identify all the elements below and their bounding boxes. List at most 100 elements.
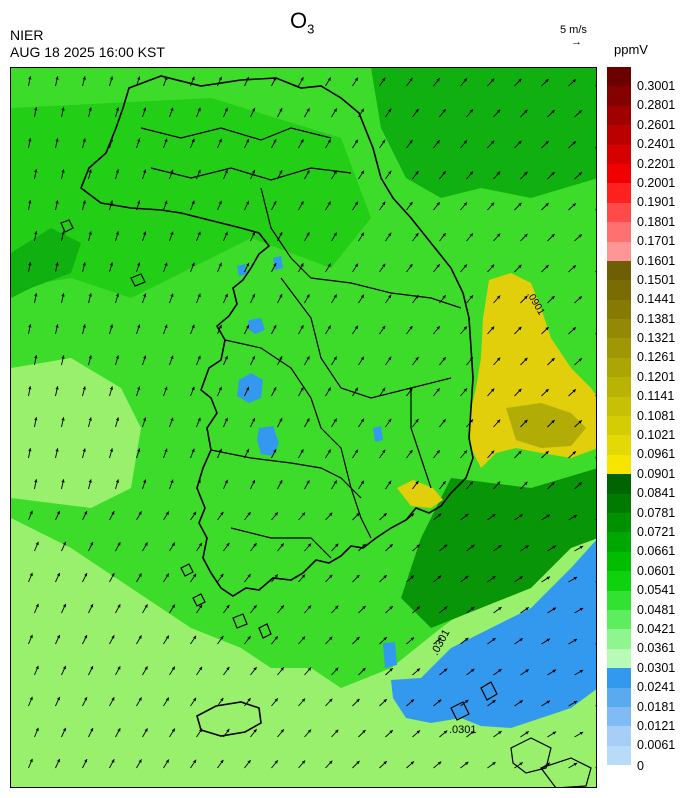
wind-arrow-head — [62, 541, 66, 546]
wind-arrow-head — [109, 138, 114, 142]
legend-swatch — [607, 163, 631, 184]
wind-arrow-head — [354, 77, 358, 82]
legend-label: 0.2401 — [637, 137, 676, 152]
wind-arrow-head — [301, 636, 306, 640]
wind-arrow-head — [191, 262, 195, 267]
wind-arrow-head — [279, 356, 283, 360]
wind-arrow-head — [300, 449, 304, 453]
legend-label: 0.1261 — [637, 350, 676, 365]
wind-arrow-head — [197, 293, 201, 298]
wind-arrow-head — [137, 138, 141, 142]
wind-arrow-head — [490, 326, 495, 330]
wind-arrow-head — [524, 233, 528, 238]
wind-arrow-head — [137, 262, 141, 266]
map-title: O3 — [290, 8, 315, 37]
wind-arrow-head — [442, 233, 446, 237]
wind-arrow-head — [247, 760, 251, 764]
legend-swatch — [607, 260, 631, 281]
legend-swatch — [607, 396, 631, 417]
wind-arrow-head — [170, 107, 174, 112]
wind-arrow-head — [109, 448, 114, 452]
wind-arrow-head — [463, 326, 467, 330]
wind-arrow-head — [464, 761, 469, 766]
wind-arrow-head — [573, 576, 578, 580]
wind-arrow-head — [496, 357, 501, 361]
low-ozone-southeast-sea — [391, 540, 596, 728]
legend-label: 0.1601 — [637, 253, 676, 268]
wind-arrow-head — [220, 573, 224, 578]
wind-arrow-head — [138, 635, 142, 639]
wind-arrow-head — [84, 511, 88, 515]
legend-item: 0.0061 — [607, 726, 692, 752]
wind-arrow-head — [578, 420, 582, 424]
wind-arrow-head — [56, 634, 60, 639]
wind-arrow-head — [115, 355, 120, 359]
wind-arrow-head — [138, 511, 142, 515]
wind-arrow-head — [306, 356, 310, 360]
wind-arrow-head — [327, 139, 331, 143]
wind-arrow-head — [442, 357, 446, 361]
wind-arrow-head — [519, 700, 523, 704]
wind-arrow-head — [90, 728, 94, 732]
legend-item: 0.1501 — [607, 260, 692, 287]
wind-arrow-head — [443, 544, 448, 548]
wind-arrow-head — [191, 324, 195, 329]
legend-item: 0.1261 — [607, 338, 692, 364]
wind-arrow-head — [525, 607, 529, 611]
wind-arrow-head — [382, 139, 386, 144]
wind-arrow-head — [437, 513, 442, 517]
legend-swatch — [607, 86, 631, 106]
legend-swatch — [607, 183, 631, 203]
wind-arrow-head — [61, 293, 65, 297]
wind-arrow-head — [442, 109, 446, 113]
low-ozone-patch — [383, 642, 397, 668]
wind-arrow-head — [490, 264, 495, 268]
wind-arrow-head — [410, 513, 414, 517]
wind-arrow-head — [416, 668, 420, 672]
wind-arrow-head — [545, 327, 549, 331]
wind-arrow-head — [117, 666, 121, 670]
wind-arrow-head — [137, 76, 141, 80]
wind-arrow-head — [61, 479, 65, 483]
wind-arrow-head — [164, 262, 168, 267]
wind-arrow-head — [192, 511, 197, 516]
wind-arrow-head — [197, 107, 201, 112]
wind-arrow-head — [273, 201, 277, 205]
wind-arrow-head — [279, 294, 283, 298]
wind-arrow-head — [247, 512, 251, 516]
legend-label: 0.0601 — [637, 563, 676, 578]
legend-swatch — [607, 687, 631, 707]
wind-arrow-head — [437, 699, 442, 703]
wind-arrow-head — [251, 355, 255, 360]
legend-item: 0.0241 — [607, 668, 692, 694]
wind-arrow-head — [362, 667, 366, 672]
wind-arrow-head — [61, 231, 65, 235]
wind-arrow-head — [579, 545, 584, 549]
wind-arrow-head — [306, 170, 310, 174]
wind-arrow-head — [383, 513, 387, 517]
legend-item: 0.0541 — [607, 571, 692, 597]
wind-arrow-head — [409, 77, 413, 82]
legend-item: 0.2001 — [607, 163, 692, 190]
wind-arrow-head — [551, 296, 555, 300]
wind-arrow-head — [333, 232, 337, 236]
wind-arrow-head — [117, 542, 121, 546]
wind-arrow-head — [362, 729, 366, 734]
wind-arrow-head — [164, 386, 168, 391]
wind-arrow-head — [28, 324, 32, 328]
wind-arrow-head — [274, 512, 278, 516]
wind-arrow-head — [464, 699, 469, 704]
wind-arrow-head — [144, 542, 148, 546]
legend-item: 0.0361 — [607, 629, 692, 655]
wind-arrow-head — [138, 697, 142, 701]
wind-arrow-head — [251, 293, 255, 298]
wind-arrow-head — [463, 140, 467, 144]
wind-arrow-head — [442, 295, 446, 299]
wind-arrow-head — [492, 514, 496, 518]
legend-swatch — [607, 726, 631, 746]
wind-arrow-head — [573, 514, 578, 518]
wind-arrow-head — [82, 448, 86, 452]
wind-arrow-head — [220, 697, 224, 702]
legend-label: 0.1801 — [637, 214, 676, 229]
wind-arrow-head — [253, 605, 257, 609]
